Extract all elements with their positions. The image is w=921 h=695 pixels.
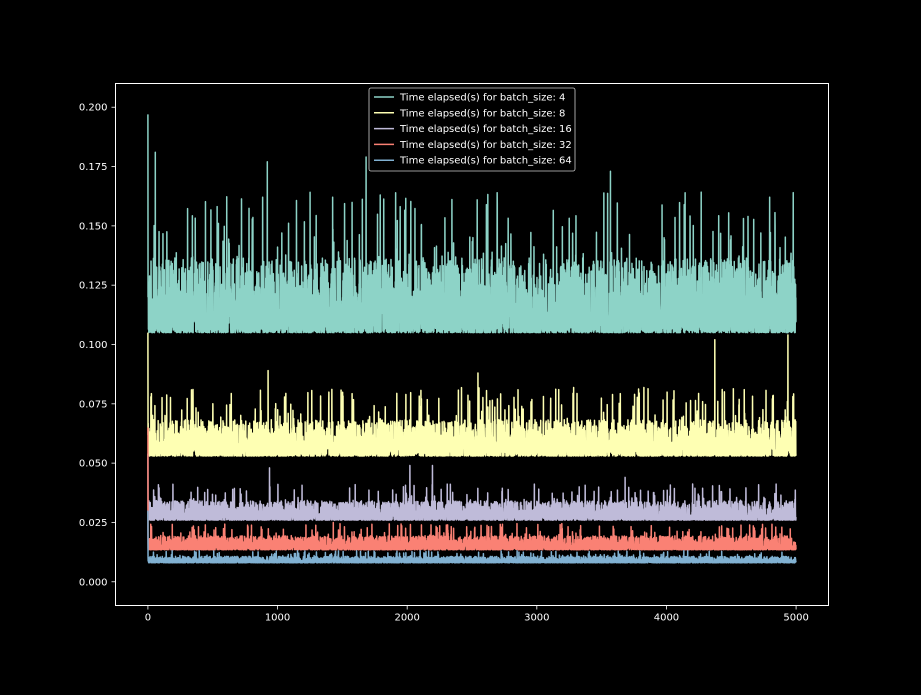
legend-label: Time elapsed(s) for batch_size: 64 xyxy=(399,156,572,167)
legend-label: Time elapsed(s) for batch_size: 8 xyxy=(399,108,565,119)
series-line-5 xyxy=(147,510,797,564)
ticks-layer: 0 1000 2000 3000 4000 5000 0.000 0.025 0.050 0.07… xyxy=(79,103,809,624)
x-tick-label: 0 xyxy=(145,613,151,624)
y-tick-label: 0.150 xyxy=(79,221,108,232)
legend: Time elapsed(s) for batch_size: 4 Time el… xyxy=(368,87,576,172)
y-tick-label: 0.200 xyxy=(79,103,108,114)
x-tick-label: 5000 xyxy=(783,613,808,624)
series-line-1 xyxy=(147,114,797,334)
y-tick-label: 0.075 xyxy=(79,399,108,410)
y-tick-label: 0.025 xyxy=(79,518,108,529)
series-line-3 xyxy=(147,453,797,521)
y-tick-label: 0.125 xyxy=(79,281,108,292)
legend-box xyxy=(368,87,576,172)
x-tick-label: 1000 xyxy=(265,613,290,624)
y-tick-label: 0.050 xyxy=(79,459,108,470)
y-tick-label: 0.000 xyxy=(79,577,108,588)
legend-label: Time elapsed(s) for batch_size: 16 xyxy=(399,124,572,135)
legend-label: Time elapsed(s) for batch_size: 32 xyxy=(399,140,572,151)
legend-label: Time elapsed(s) for batch_size: 4 xyxy=(399,93,565,104)
x-tick-label: 2000 xyxy=(394,613,419,624)
y-tick-label: 0.175 xyxy=(79,162,108,173)
x-tick-label: 4000 xyxy=(654,613,679,624)
series-line-2 xyxy=(147,332,797,457)
y-tick-label: 0.100 xyxy=(79,340,108,351)
series-layer xyxy=(147,114,797,564)
x-tick-label: 3000 xyxy=(524,613,549,624)
series-line-4 xyxy=(147,427,797,551)
